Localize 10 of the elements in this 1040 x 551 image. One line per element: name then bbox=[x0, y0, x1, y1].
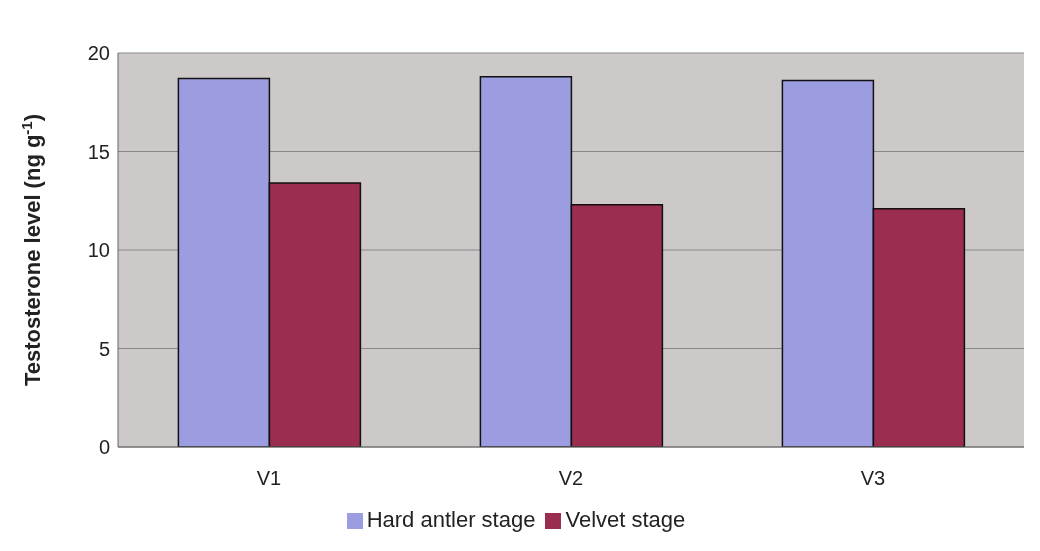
x-tick-label: V2 bbox=[558, 467, 584, 490]
legend-label: Hard antler stage bbox=[366, 507, 536, 532]
y-tick-label: 20 bbox=[87, 42, 110, 65]
y-tick-label: 0 bbox=[98, 436, 110, 459]
legend-label: Velvet stage bbox=[565, 507, 686, 532]
y-tick-label: 5 bbox=[98, 337, 110, 360]
y-tick-label: 15 bbox=[87, 140, 110, 163]
y-tick-label: 10 bbox=[87, 239, 110, 262]
x-tick-label: V3 bbox=[860, 467, 886, 490]
x-tick-label: V1 bbox=[256, 467, 282, 490]
